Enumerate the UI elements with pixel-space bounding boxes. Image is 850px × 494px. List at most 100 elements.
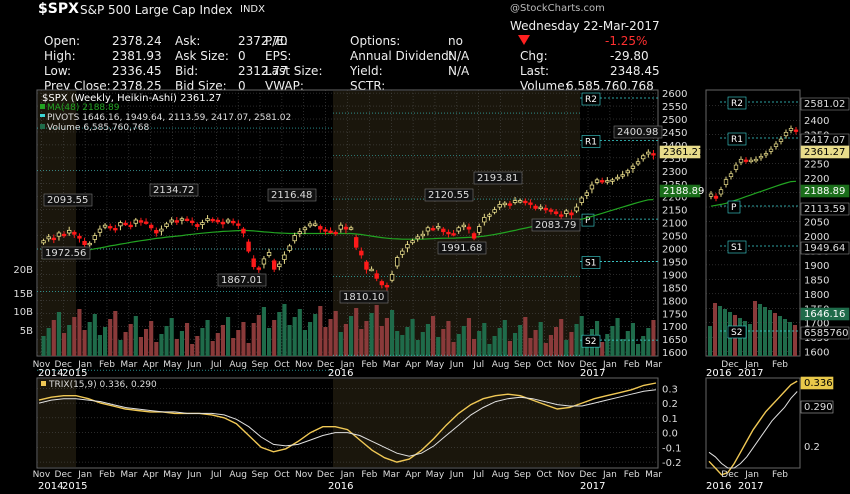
legend-trix: TRIX(15,9) 0.336, 0.290: [48, 380, 157, 390]
zoom-volume-bar: [723, 309, 727, 356]
volume-bar: [625, 331, 630, 356]
x-month-label: Oct: [274, 360, 290, 370]
last-label: Last:: [520, 64, 550, 78]
volume-bar: [513, 333, 518, 356]
quote-label: EPS:: [265, 49, 292, 63]
candle-body: [148, 224, 154, 229]
quote-label: P/E:: [265, 34, 288, 48]
y-tick-label: 1900: [662, 270, 687, 281]
volume-bar: [231, 338, 236, 356]
candle-body: [123, 222, 128, 226]
candle-body: [318, 226, 323, 230]
volume-bar: [41, 336, 46, 356]
zoom-candle-body: [793, 129, 799, 132]
candle-body: [266, 251, 272, 257]
x-month-label: Sep: [514, 470, 531, 480]
volume-bar: [236, 330, 241, 356]
volume-tick-label: 5B: [20, 326, 33, 337]
volume-bar: [313, 314, 318, 356]
candle-body: [174, 220, 180, 223]
candle-body: [425, 227, 431, 232]
volume-bar: [328, 319, 333, 356]
candle-body: [128, 224, 133, 228]
volume-bar: [51, 320, 56, 356]
volume-bar: [410, 319, 415, 356]
candle-body: [359, 250, 364, 256]
trix-tick-label: 0.2: [662, 399, 678, 410]
volume-bar: [149, 321, 154, 356]
volume-bar: [472, 339, 477, 356]
volume-bar: [420, 332, 425, 356]
volume-bar: [507, 341, 512, 356]
candle-body: [512, 200, 518, 203]
y-tick-label: 2100: [662, 219, 687, 230]
candle-body: [230, 220, 236, 224]
x-year-label: 2017: [580, 481, 605, 492]
volume-bar: [528, 338, 533, 356]
candle-body: [574, 206, 579, 212]
zoom-candle-body: [753, 158, 759, 162]
candle-body: [405, 244, 410, 249]
volume-bar: [384, 318, 389, 356]
x-month-label: Feb: [624, 470, 640, 480]
zoom-y-tick: 1850: [804, 275, 829, 286]
trix-tick-label: 0.3: [662, 384, 678, 395]
candle-body: [630, 165, 636, 169]
zoom-pivot-label: R1: [731, 135, 743, 145]
volume-bar: [46, 328, 51, 356]
volume-bar: [56, 312, 61, 356]
price-annotation: 1867.01: [221, 275, 262, 286]
quote-date: Wednesday 22-Mar-2017: [510, 19, 660, 33]
x-month-label: Oct: [274, 470, 290, 480]
zoom-x-month-label: Jan: [744, 360, 759, 370]
candle-body: [640, 155, 646, 160]
trix-tick-label: 0.1: [662, 414, 678, 425]
zoom-price-tag-box: [800, 184, 850, 198]
y-tick-label: 2450: [662, 128, 687, 139]
volume-bar: [256, 315, 261, 356]
volume-bar: [210, 341, 215, 356]
x-month-label: Apr: [405, 360, 421, 370]
volume-bar: [287, 325, 292, 356]
zoom-volume-bar: [713, 303, 717, 356]
x-month-label: Nov: [33, 360, 51, 370]
volume-bar: [323, 327, 328, 356]
candle-body: [307, 223, 313, 227]
volume-bar: [359, 329, 364, 356]
volume-bar: [108, 319, 113, 356]
zoom-candle-body: [788, 127, 794, 131]
candle-body: [256, 267, 262, 270]
x-month-label: Mar: [120, 360, 137, 370]
candle-body: [471, 233, 477, 239]
candle-body: [251, 258, 256, 268]
volume-bar: [605, 334, 610, 356]
zoom-trix-tag: 0.336: [804, 378, 833, 389]
candle-body: [410, 240, 415, 244]
x-month-label: Nov: [557, 360, 575, 370]
y-tick-label: 1850: [662, 283, 687, 294]
volume-bar: [620, 339, 625, 356]
volume-tick-label: 15B: [13, 289, 33, 300]
volume-bar: [190, 344, 195, 356]
zoom-candle-body: [758, 156, 764, 159]
volume-bar: [564, 340, 569, 356]
candle-body: [394, 257, 400, 267]
y-tick-label: 1750: [662, 309, 687, 320]
candle-body: [333, 231, 338, 235]
candle-body: [548, 209, 554, 212]
candle-body: [564, 210, 569, 214]
quote-value: 2312.77: [238, 64, 288, 78]
volume-bar: [636, 344, 641, 356]
pivot-label-box: [581, 256, 601, 269]
x-month-label: Dec: [317, 360, 334, 370]
zoom-volume-bar: [753, 301, 757, 356]
zoom-trix-tick: 0.2: [804, 442, 820, 453]
candle-body: [143, 221, 149, 224]
x-year-label: 2014: [38, 368, 63, 379]
candle-body: [113, 228, 118, 231]
x-month-label: Sep: [514, 360, 531, 370]
x-month-label: Mar: [383, 470, 400, 480]
y-tick-label: 2000: [662, 245, 687, 256]
candle-body: [364, 261, 369, 270]
candle-body: [379, 281, 385, 286]
